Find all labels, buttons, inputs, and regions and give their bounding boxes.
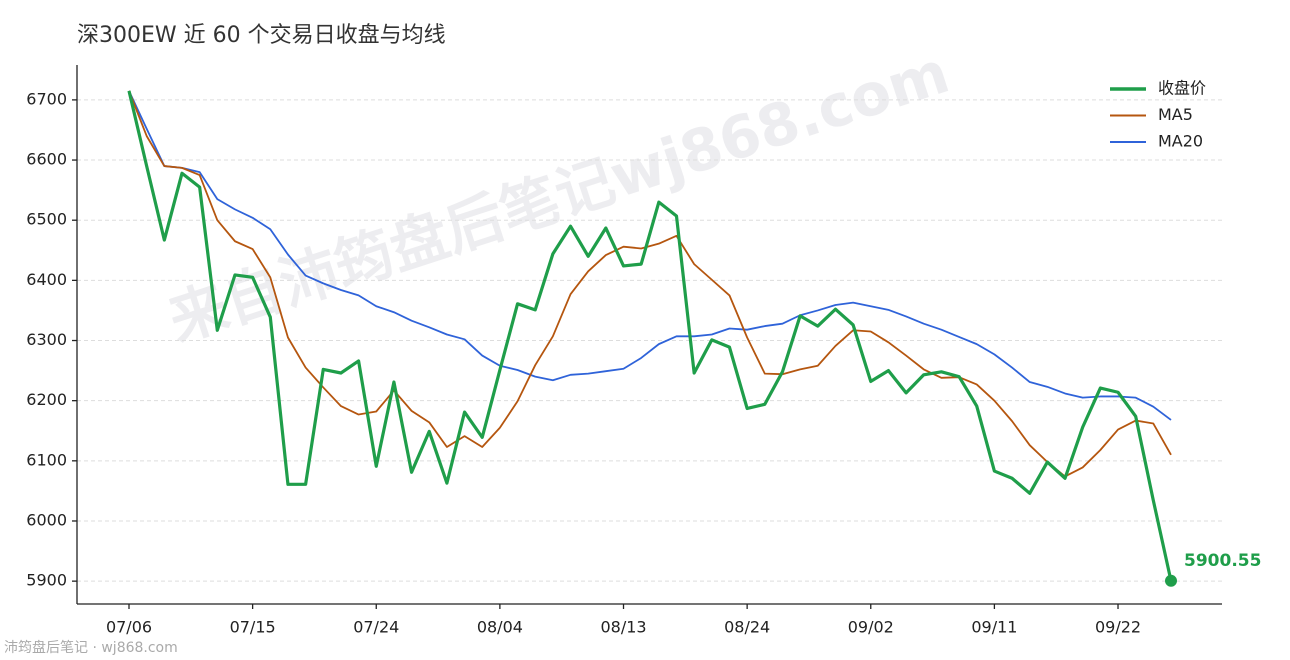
x-tick-label: 09/02 <box>848 618 894 637</box>
y-tick-label: 6000 <box>26 510 67 529</box>
x-tick-label: 08/24 <box>724 618 770 637</box>
x-tick-label: 07/15 <box>230 618 276 637</box>
series-line <box>128 90 1172 478</box>
chart-title: 深300EW 近 60 个交易日收盘与均线 <box>77 23 446 48</box>
last-value-label: 5900.55 <box>1184 551 1261 571</box>
last-point <box>1165 574 1177 587</box>
y-tick-label: 6500 <box>26 210 67 229</box>
x-tick-label: 08/13 <box>600 618 646 637</box>
y-tick-label: 6600 <box>26 150 67 169</box>
y-tick-label: 6400 <box>26 270 67 289</box>
x-tick-label: 08/04 <box>477 618 523 637</box>
watermark: 来自沛筠盘后笔记wj868.com <box>161 38 957 355</box>
y-tick-label: 6300 <box>26 330 67 349</box>
legend-label: MA20 <box>1158 132 1203 151</box>
x-tick-label: 09/11 <box>971 618 1017 637</box>
x-tick-label: 07/06 <box>106 618 152 637</box>
y-tick-label: 6700 <box>26 89 67 108</box>
footer: 沛筠盘后笔记 · wj868.com <box>4 639 178 656</box>
x-tick-label: 07/24 <box>353 618 399 637</box>
x-tick-label: 09/22 <box>1095 618 1141 637</box>
y-tick-label: 6100 <box>26 450 67 469</box>
series-line <box>127 90 1173 582</box>
series-line <box>128 90 1172 421</box>
legend-label: 收盘价 <box>1158 79 1206 98</box>
y-tick-label: 5900 <box>26 571 67 590</box>
y-tick-label: 6200 <box>26 390 67 409</box>
legend-label: MA5 <box>1158 105 1193 124</box>
